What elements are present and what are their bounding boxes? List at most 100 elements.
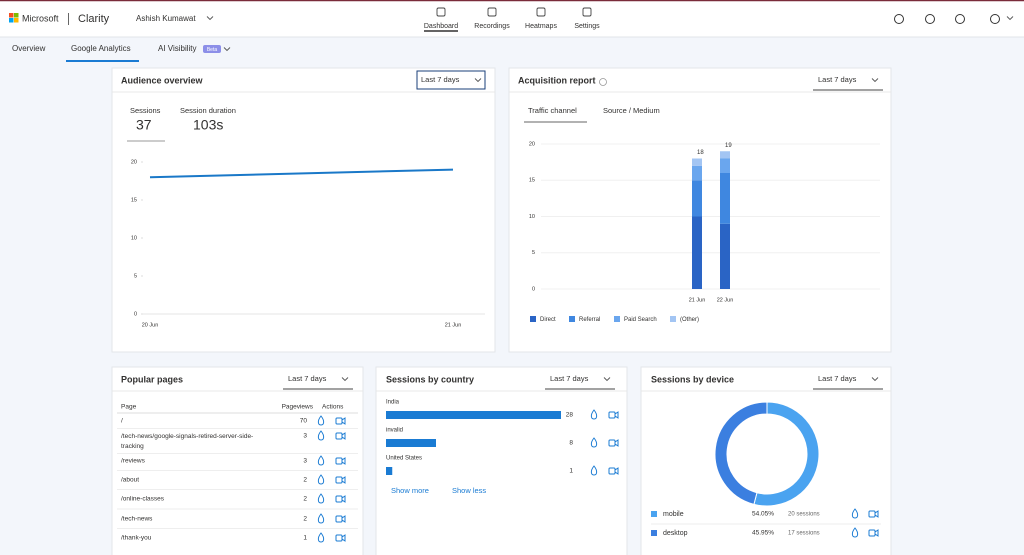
date-dropdown-label[interactable]: Last 7 days bbox=[288, 374, 327, 383]
recording-icon-lens[interactable] bbox=[341, 515, 346, 523]
nav-item[interactable]: Settings bbox=[574, 23, 600, 30]
bar-segment bbox=[692, 158, 702, 166]
page-path[interactable]: / bbox=[121, 418, 123, 425]
recording-icon-lens[interactable] bbox=[874, 529, 879, 537]
recording-icon[interactable] bbox=[868, 529, 876, 537]
info-icon bbox=[599, 78, 607, 86]
header-icon[interactable] bbox=[955, 14, 965, 24]
heatmap-icon[interactable] bbox=[851, 508, 859, 519]
recording-icon[interactable] bbox=[608, 467, 616, 475]
recording-icon-lens[interactable] bbox=[614, 439, 619, 447]
y-tick-label: 0 bbox=[532, 286, 535, 292]
header-icon[interactable] bbox=[925, 14, 935, 24]
card bbox=[640, 366, 892, 555]
legend-swatch bbox=[670, 316, 676, 322]
date-dropdown-label[interactable]: Last 7 days bbox=[421, 75, 460, 84]
recording-icon-lens[interactable] bbox=[341, 534, 346, 542]
legend-swatch bbox=[614, 316, 620, 322]
heatmap-icon[interactable] bbox=[317, 493, 325, 504]
nav-icon[interactable] bbox=[487, 7, 497, 17]
recording-icon[interactable] bbox=[335, 432, 343, 440]
date-dropdown[interactable] bbox=[416, 70, 486, 90]
recording-icon[interactable] bbox=[608, 439, 616, 447]
chevron-icon bbox=[223, 47, 231, 52]
legend-swatch bbox=[530, 316, 536, 322]
card-title: Sessions by country bbox=[386, 374, 474, 384]
donut-segment bbox=[714, 401, 768, 505]
heatmap-icon[interactable] bbox=[317, 415, 325, 426]
recording-icon[interactable] bbox=[335, 476, 343, 484]
show-more-link[interactable]: Show more bbox=[391, 486, 429, 495]
chevron-icon bbox=[603, 377, 611, 382]
heatmap-icon[interactable] bbox=[590, 465, 598, 476]
card-title: Acquisition report bbox=[518, 75, 596, 85]
recording-icon[interactable] bbox=[335, 534, 343, 542]
pageviews: 3 bbox=[303, 433, 307, 440]
nav-icon[interactable] bbox=[436, 7, 446, 17]
microsoft-logo bbox=[9, 13, 14, 18]
nav-item[interactable]: Heatmaps bbox=[525, 23, 557, 30]
y-tick-label: 5 bbox=[532, 250, 535, 256]
card bbox=[111, 366, 364, 555]
recording-icon[interactable] bbox=[608, 411, 616, 419]
date-dropdown-label[interactable]: Last 7 days bbox=[818, 75, 857, 84]
metric-label: Session duration bbox=[180, 106, 236, 115]
chart-tab[interactable]: Traffic channel bbox=[528, 106, 577, 115]
recording-icon-lens[interactable] bbox=[614, 467, 619, 475]
heatmap-icon[interactable] bbox=[590, 437, 598, 448]
page-path[interactable]: /tech-news/google-signals-retired-server… bbox=[121, 433, 253, 450]
nav-item[interactable]: Dashboard bbox=[424, 23, 458, 30]
chevron-icon bbox=[1006, 16, 1014, 21]
bar-segment bbox=[720, 223, 730, 289]
heatmap-icon[interactable] bbox=[317, 513, 325, 524]
chevron-icon bbox=[474, 78, 482, 83]
header-icon[interactable] bbox=[894, 14, 904, 24]
date-dropdown-label[interactable]: Last 7 days bbox=[550, 374, 589, 383]
card-title: Sessions by device bbox=[651, 374, 734, 384]
nav-item[interactable]: Recordings bbox=[474, 23, 510, 30]
recording-icon[interactable] bbox=[335, 495, 343, 503]
tab[interactable]: Google Analytics bbox=[71, 44, 131, 53]
recording-icon-lens[interactable] bbox=[341, 476, 346, 484]
recording-icon[interactable] bbox=[868, 510, 876, 518]
country-bar bbox=[386, 439, 436, 447]
recording-icon-lens[interactable] bbox=[341, 495, 346, 503]
heatmap-icon[interactable] bbox=[317, 532, 325, 543]
header-icon[interactable] bbox=[990, 14, 1000, 24]
recording-icon-lens[interactable] bbox=[341, 432, 346, 440]
bar-segment bbox=[720, 151, 730, 159]
metric-value: 103s bbox=[193, 117, 223, 133]
recording-icon-lens[interactable] bbox=[614, 411, 619, 419]
page-path[interactable]: /reviews bbox=[121, 458, 146, 465]
nav-icon[interactable] bbox=[536, 7, 546, 17]
bar-segment bbox=[720, 173, 730, 224]
recording-icon-lens[interactable] bbox=[341, 457, 346, 465]
legend-label: (Other) bbox=[680, 317, 699, 323]
recording-icon[interactable] bbox=[335, 457, 343, 465]
heatmap-icon[interactable] bbox=[317, 455, 325, 466]
heatmap-icon[interactable] bbox=[851, 527, 859, 538]
card bbox=[111, 67, 496, 353]
recording-icon[interactable] bbox=[335, 417, 343, 425]
chart-tab[interactable]: Source / Medium bbox=[603, 106, 660, 115]
page-path[interactable]: /tech-news bbox=[121, 516, 153, 523]
date-dropdown-label[interactable]: Last 7 days bbox=[818, 374, 857, 383]
page-path[interactable]: /about bbox=[121, 477, 139, 484]
tab[interactable]: AI Visibility bbox=[158, 44, 197, 53]
recording-icon-lens[interactable] bbox=[341, 417, 346, 425]
recording-icon[interactable] bbox=[335, 515, 343, 523]
heatmap-icon[interactable] bbox=[317, 430, 325, 441]
tab[interactable]: Overview bbox=[12, 44, 46, 53]
nav-icon[interactable] bbox=[582, 7, 592, 17]
recording-icon-lens[interactable] bbox=[874, 510, 879, 518]
heatmap-icon[interactable] bbox=[590, 409, 598, 420]
page-path[interactable]: /online-classes bbox=[121, 496, 165, 503]
pageviews: 2 bbox=[303, 477, 307, 484]
country-label: United States bbox=[386, 456, 422, 462]
page-path[interactable]: /thank-you bbox=[121, 535, 152, 542]
pageviews: 2 bbox=[303, 496, 307, 503]
heatmap-icon[interactable] bbox=[317, 474, 325, 485]
project-selector[interactable]: Ashish Kumawat bbox=[136, 14, 196, 23]
show-less-link[interactable]: Show less bbox=[452, 486, 486, 495]
